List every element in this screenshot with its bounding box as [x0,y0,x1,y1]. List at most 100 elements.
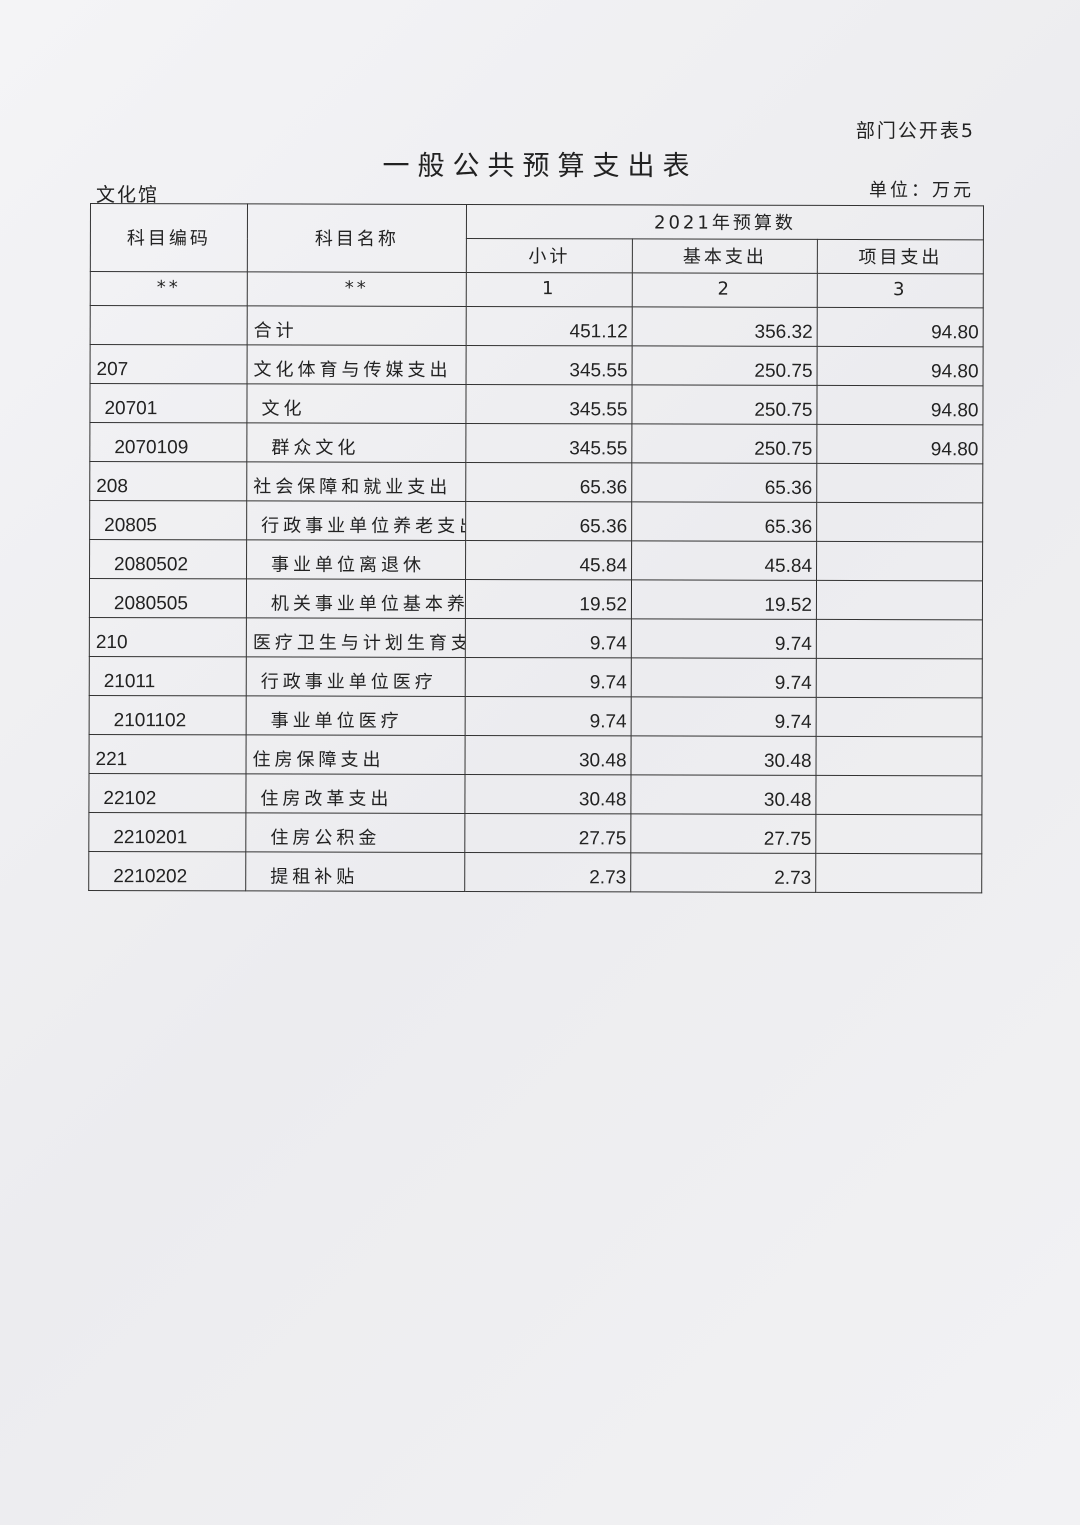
row-basic: 250.75 [631,384,818,425]
table-row: 21011 行政事业单位医疗 9.74 9.74 [89,656,983,698]
row-basic: 9.74 [631,618,817,659]
row-code: 2210202 [88,851,246,891]
table-row: 2080502 事业单位离退休 45.84 45.84 [89,539,983,581]
budget-table: 科目编码 科目名称 2021年预算数 小计 基本支出 项目支出 ** ** 1 … [88,203,984,893]
table-row: 20701 文化 345.55 250.75 94.80 [89,383,984,425]
row-name: 机关事业单位基本养老保险缴费支出 [246,578,466,619]
row-name: 事业单位医疗 [246,695,466,736]
row-project [815,775,983,815]
table-row: 2070109 群众文化 345.55 250.75 94.80 [89,422,983,464]
row-code: 2101102 [89,695,247,735]
table-row: 208 社会保障和就业支出 65.36 65.36 [89,461,983,503]
table-row: 221 住房保障支出 30.48 30.48 [89,734,983,776]
row-basic: 250.75 [632,345,818,386]
row-project [815,814,982,854]
row-code: 221 [89,734,247,774]
row-subtotal: 345.55 [465,423,632,463]
row-name: 群众文化 [246,422,466,463]
row-project [816,697,983,737]
row-basic: 9.74 [631,657,817,698]
row-name: 事业单位离退休 [246,539,466,580]
row-project: 94.80 [817,307,984,347]
row-basic: 19.52 [631,579,817,620]
name-mark: ** [247,271,467,307]
unit-label: 单位：万元 [869,180,974,201]
header-project: 项目支出 [817,239,984,274]
table-row: 207 文化体育与传媒支出 345.55 250.75 94.80 [90,344,984,386]
table-row: 2080505 机关事业单位基本养老保险缴费支出 19.52 19.52 [89,578,983,620]
row-code: 2080505 [89,578,247,618]
row-code: 20701 [89,383,248,423]
table-row: 22102 住房改革支出 30.48 30.48 [88,773,983,815]
row-name: 行政事业单位养老支出 [246,500,466,541]
row-project: 94.80 [816,424,983,464]
row-subtotal: 45.84 [465,540,632,580]
row-code: 2070109 [89,422,247,462]
row-project: 94.80 [817,346,984,386]
row-name: 文化 [246,383,467,424]
header-subtotal: 小计 [466,238,633,273]
row-project [816,619,983,659]
row-basic: 45.84 [631,540,817,581]
row-code: 2080502 [89,539,247,579]
row-subtotal: 345.55 [466,345,633,385]
row-basic: 2.73 [630,852,816,893]
row-subtotal: 65.36 [465,462,632,502]
row-subtotal: 65.36 [465,501,632,541]
row-basic: 30.48 [631,735,817,776]
header-basic: 基本支出 [632,238,818,274]
table-number: 部门公开表5 [855,120,975,142]
code-mark: ** [90,271,248,306]
table-row: 210 医疗卫生与计划生育支出 9.74 9.74 [89,617,983,659]
row-subtotal: 27.75 [464,813,631,853]
row-name: 住房保障支出 [246,734,466,775]
row-code: 210 [89,617,247,657]
table-row: 2210202 提租补贴 2.73 2.73 [88,851,982,893]
row-name: 医疗卫生与计划生育支出 [246,617,466,658]
row-code: 21011 [89,656,247,696]
row-project: 94.80 [816,385,984,425]
row-basic: 30.48 [630,774,817,815]
row-code: 22102 [88,773,247,813]
table-row: 合计 451.12 356.32 94.80 [90,305,984,347]
row-subtotal: 30.48 [464,774,632,814]
row-basic: 27.75 [630,813,816,854]
row-project [816,736,983,776]
row-basic: 65.36 [631,462,817,503]
row-basic: 250.75 [631,423,817,464]
row-name: 行政事业单位医疗 [246,656,466,697]
row-code: 208 [89,461,247,501]
row-subtotal: 451.12 [466,306,633,346]
table-row: 20805 行政事业单位养老支出 65.36 65.36 [89,500,983,542]
row-name: 住房公积金 [245,812,465,853]
header-code: 科目编码 [90,203,248,272]
col-num-3: 3 [817,273,984,308]
row-basic: 356.32 [632,306,818,347]
row-project [816,541,983,581]
row-subtotal: 9.74 [465,618,632,658]
row-name: 住房改革支出 [245,773,466,814]
row-project [816,463,983,503]
row-project [816,658,983,698]
table-row: 2101102 事业单位医疗 9.74 9.74 [89,695,983,737]
row-subtotal: 345.55 [465,384,633,424]
row-project [816,502,983,542]
row-basic: 65.36 [631,501,817,542]
row-basic: 9.74 [631,696,817,737]
row-code: 2210201 [88,812,246,852]
row-name: 文化体育与传媒支出 [247,344,467,385]
col-num-2: 2 [632,272,818,308]
row-name: 合计 [247,305,467,346]
row-name: 提租补贴 [245,851,465,892]
organization: 文化馆 [96,184,160,206]
row-subtotal: 9.74 [465,657,632,697]
row-code [90,305,248,345]
row-subtotal: 2.73 [464,852,631,892]
col-num-1: 1 [466,272,633,307]
header-name: 科目名称 [247,203,467,273]
row-subtotal: 30.48 [465,735,632,775]
table-row: 2210201 住房公积金 27.75 27.75 [88,812,982,854]
row-subtotal: 19.52 [465,579,632,619]
row-project [815,853,982,893]
page-title: 一般公共预算支出表 [382,151,698,182]
